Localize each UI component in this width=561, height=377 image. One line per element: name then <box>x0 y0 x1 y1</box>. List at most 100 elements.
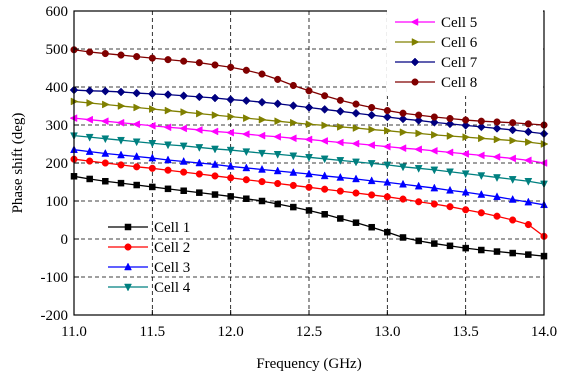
data-point <box>85 115 93 124</box>
series-cell-3 <box>70 145 548 209</box>
data-point <box>148 139 157 148</box>
data-point <box>431 130 439 139</box>
data-point <box>399 179 407 188</box>
data-point <box>367 176 376 185</box>
data-point <box>194 92 204 102</box>
data-point <box>524 177 533 186</box>
data-point <box>117 150 125 159</box>
data-point <box>445 148 454 157</box>
legend-label: Cell 1 <box>154 220 190 236</box>
data-point <box>101 50 109 58</box>
y-tick-label: -200 <box>41 308 69 324</box>
data-point <box>509 216 517 224</box>
data-point <box>461 149 469 158</box>
data-point <box>117 102 126 110</box>
data-point <box>368 223 375 231</box>
data-point <box>258 115 267 124</box>
data-point <box>195 144 204 152</box>
data-point <box>147 121 156 130</box>
data-point <box>289 167 298 176</box>
data-point <box>163 90 173 99</box>
data-point <box>101 148 110 157</box>
data-point <box>116 87 126 97</box>
data-point <box>258 164 266 173</box>
legend-marker <box>411 78 419 86</box>
data-point <box>398 144 407 153</box>
series-layer <box>69 46 549 260</box>
data-point <box>273 132 281 141</box>
data-point <box>164 166 172 174</box>
data-point <box>288 101 298 110</box>
data-point <box>179 156 188 165</box>
data-point <box>163 123 172 132</box>
data-point <box>304 103 314 112</box>
data-point <box>336 187 344 195</box>
legend-item: Cell 2 <box>108 240 190 256</box>
data-point <box>492 124 502 133</box>
data-point <box>493 135 502 144</box>
data-point <box>258 149 266 158</box>
data-point <box>508 176 517 184</box>
data-point <box>415 237 422 245</box>
data-point <box>430 183 439 192</box>
legend-marker <box>410 57 420 67</box>
data-point <box>226 146 235 155</box>
data-point <box>85 86 95 96</box>
data-point <box>86 175 93 183</box>
legend-marker <box>124 262 132 271</box>
data-point <box>304 135 313 144</box>
x-tick-label: 11.5 <box>139 324 165 340</box>
data-point <box>242 176 250 184</box>
data-point <box>476 151 485 160</box>
data-point <box>227 174 235 182</box>
data-point <box>320 171 329 180</box>
data-point <box>462 206 470 214</box>
data-point <box>116 118 125 127</box>
legend-bottom-left: Cell 1 Cell 2 Cell 3 Cell 4 <box>108 220 191 296</box>
data-point <box>288 134 297 143</box>
legend-item: Cell 7 <box>395 55 478 71</box>
data-point <box>399 234 407 241</box>
data-point <box>493 174 501 182</box>
legend-item: Cell 5 <box>395 15 477 31</box>
legend-marker <box>411 38 420 46</box>
data-point <box>194 126 203 134</box>
data-point <box>368 125 377 134</box>
data-point <box>399 128 408 137</box>
data-point <box>164 56 172 64</box>
data-point <box>477 117 485 125</box>
x-tick-label: 13.0 <box>374 324 400 340</box>
data-point <box>399 109 407 117</box>
data-point <box>164 141 172 150</box>
series-cell-2 <box>70 155 548 240</box>
data-point <box>243 114 251 123</box>
data-point <box>430 200 438 208</box>
data-point <box>367 160 376 168</box>
data-point <box>227 193 234 200</box>
data-point <box>117 179 125 187</box>
data-point <box>351 108 361 118</box>
data-point <box>211 61 219 69</box>
data-point <box>461 170 470 179</box>
data-point <box>383 193 391 201</box>
data-point <box>368 191 376 199</box>
y-tick-label: 400 <box>46 80 69 96</box>
data-point <box>461 187 470 196</box>
y-tick-label: -100 <box>41 270 69 286</box>
legend-marker <box>410 18 419 26</box>
data-point <box>478 246 485 254</box>
data-point <box>274 200 281 208</box>
data-point <box>320 155 329 164</box>
data-point <box>462 116 470 124</box>
data-point <box>477 209 485 217</box>
data-point <box>241 96 251 106</box>
legend-label: Cell 6 <box>441 35 478 51</box>
data-point <box>132 138 141 147</box>
legend-label: Cell 3 <box>154 260 190 276</box>
data-point <box>384 228 391 236</box>
legend-label: Cell 5 <box>441 15 477 31</box>
series-cell-7 <box>69 85 549 139</box>
data-point <box>523 127 533 137</box>
y-tick-label: 500 <box>46 42 69 58</box>
data-point <box>508 125 518 135</box>
